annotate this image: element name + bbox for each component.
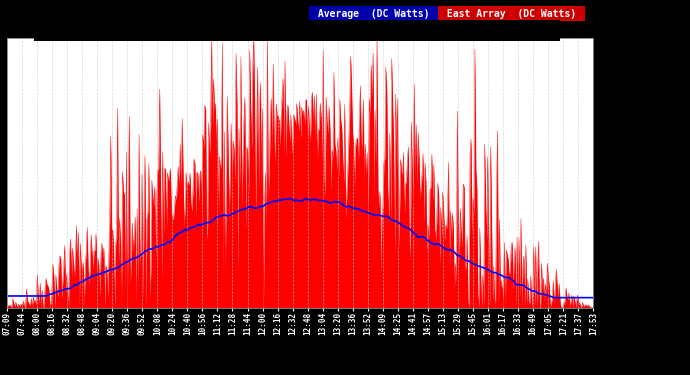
Text: East Array  (DC Watts): East Array (DC Watts): [441, 9, 582, 19]
Text: Average  (DC Watts): Average (DC Watts): [312, 9, 435, 19]
Text: Copyright 2012 Cartronics.com: Copyright 2012 Cartronics.com: [7, 7, 163, 16]
Text: East Array Actual & Running Average Power Tue Oct 9 17:57: East Array Actual & Running Average Powe…: [37, 22, 557, 39]
